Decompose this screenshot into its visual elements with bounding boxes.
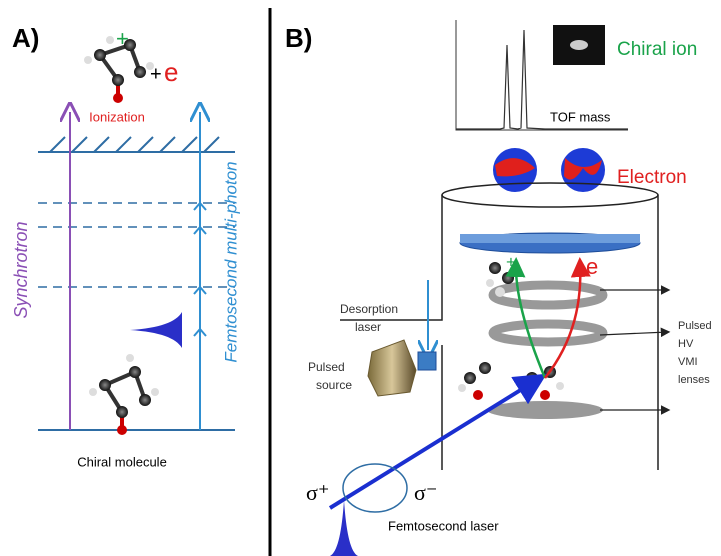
neutral-molecule-part (99, 379, 111, 391)
label-line: VMI (678, 356, 698, 368)
label-line: Pulsed (678, 320, 712, 332)
source-label: Pulsed source (308, 360, 352, 392)
ion-sign: + (506, 252, 516, 271)
sigma-plus: σ⁺ (306, 480, 329, 505)
ion-charge: + (116, 26, 129, 51)
ion-molecule-part (134, 66, 146, 78)
neutral-molecule-part (116, 406, 128, 418)
label-line: Desorption (340, 302, 398, 316)
multiphoton-arrow (194, 112, 206, 430)
neutral-molecule-part (151, 388, 159, 396)
molecules-b-part (540, 390, 550, 400)
ion-molecule-part (112, 74, 124, 86)
polarization-loop (343, 464, 407, 512)
laser-pulse (330, 500, 358, 556)
panel-b: B) Chiral ion TOF mass Electron (285, 20, 715, 556)
neutral-molecule-part (89, 388, 97, 396)
vmi-lenses-part (493, 324, 603, 342)
laser-label: Femtosecond laser (388, 518, 499, 533)
desorption-label: Desorption laser (340, 302, 401, 334)
laser-pulse (130, 312, 182, 348)
neutral-molecule (89, 354, 159, 435)
molecule-label: Chiral molecule (77, 454, 167, 469)
repeller (487, 401, 603, 419)
molecules-b-part (473, 390, 483, 400)
molecules-b-part (495, 287, 505, 297)
energy-levels (38, 137, 235, 430)
ion-molecule-part (113, 93, 123, 103)
neutral-molecule-part (139, 394, 151, 406)
electron-symbol: e (164, 57, 178, 87)
panel-label: A) (12, 23, 39, 53)
molecules-b-part (489, 262, 501, 274)
ion-molecule-part (84, 56, 92, 64)
sigma-minus: σ⁻ (414, 480, 437, 505)
neutral-molecule-part (117, 425, 127, 435)
sample-cube (418, 352, 436, 370)
molecules-b-part (556, 382, 564, 390)
electron-images (493, 148, 605, 192)
plus-sign: + (150, 63, 162, 85)
electron-label: Electron (617, 167, 687, 188)
vmi-chamber-part (442, 183, 658, 207)
vmi-lenses (493, 285, 603, 342)
molecules-b-part (486, 279, 494, 287)
neutral-molecule-part (129, 366, 141, 378)
label-line: source (316, 378, 352, 392)
synchrotron-label: Synchrotron (11, 221, 31, 318)
femtosecond-label: Femtosecond multi-photon (221, 161, 240, 362)
vmi-lenses-part (493, 285, 603, 305)
label-line: HV (678, 338, 694, 350)
tof-label: TOF mass (550, 109, 611, 124)
label-line: lenses (678, 374, 710, 386)
panel-a: A) + + e Ionization Synchro (11, 23, 241, 470)
molecules-b-part (464, 372, 476, 384)
molecules-b-part (502, 272, 514, 284)
molecules-b-part (458, 384, 466, 392)
detector-top (460, 234, 640, 243)
chiral-ion-label: Chiral ion (617, 39, 697, 60)
ion-molecule-part (94, 49, 106, 61)
figure: A) + + e Ionization Synchro (0, 0, 721, 556)
molecules-b-part (479, 362, 491, 374)
lenses-label: Pulsed HV VMI lenses (678, 320, 715, 386)
pulsed-source (368, 340, 416, 396)
label-line: Pulsed (308, 360, 345, 374)
ionization-label: Ionization (89, 109, 145, 124)
electron-sign: e (586, 254, 598, 279)
energy-levels-part (50, 137, 219, 152)
neutral-molecule-part (126, 354, 134, 362)
label-line: laser (355, 320, 381, 334)
ion-spot (570, 40, 588, 50)
panel-label: B) (285, 23, 312, 53)
ion-molecule-part (106, 36, 114, 44)
